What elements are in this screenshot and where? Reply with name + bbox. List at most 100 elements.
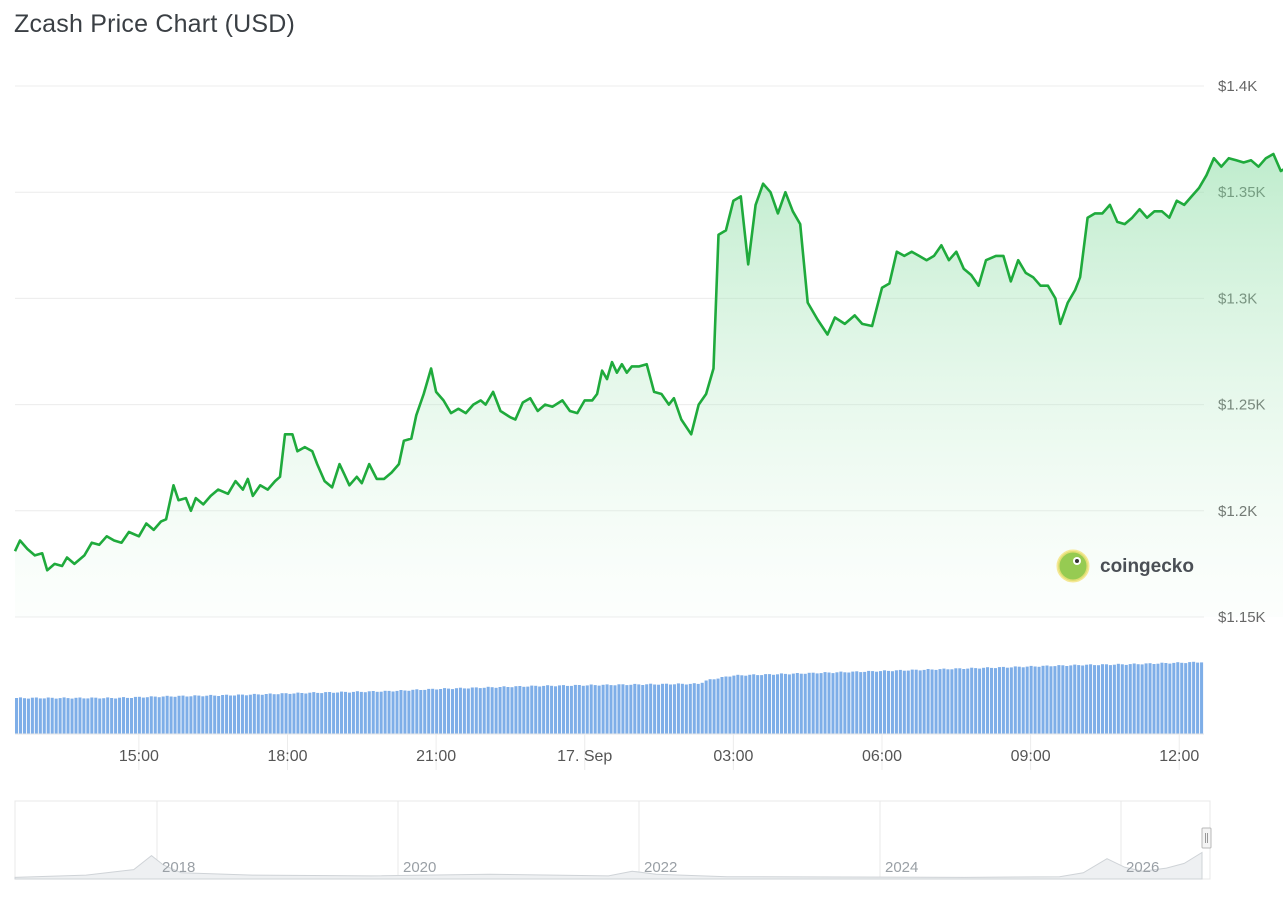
chart-title: Zcash Price Chart (USD)	[14, 10, 296, 38]
volume-bar	[966, 668, 970, 734]
volume-bar	[863, 671, 867, 734]
navigator-series	[14, 851, 1203, 880]
navigator-handle[interactable]	[1201, 827, 1212, 849]
volume-bar	[74, 697, 78, 734]
volume-bar	[522, 686, 526, 734]
volume-bar	[811, 672, 815, 734]
volume-bar	[383, 690, 387, 734]
volume-bar	[122, 697, 126, 734]
volume-bar	[42, 698, 46, 734]
volume-bar	[114, 698, 118, 734]
volume-bar	[744, 675, 748, 734]
volume-bar	[867, 670, 871, 734]
volume-bar	[129, 698, 133, 734]
volume-bar	[1096, 665, 1101, 734]
x-tick-label: 06:00	[862, 748, 902, 765]
volume-bar	[276, 694, 280, 734]
volume-bar	[470, 687, 474, 734]
volume-bar	[585, 685, 589, 734]
volume-bar	[906, 670, 910, 734]
volume-bar	[1085, 664, 1089, 734]
volume-bar	[173, 696, 177, 734]
volume-bar	[534, 685, 538, 734]
volume-bar	[561, 685, 565, 734]
volume-bar	[1077, 665, 1081, 734]
volume-bar	[716, 678, 720, 734]
volume-bar	[986, 667, 990, 734]
volume-bar	[1140, 664, 1144, 734]
volume-bar	[1132, 663, 1136, 734]
volume-bar	[573, 684, 577, 734]
volume-bar	[399, 690, 403, 734]
volume-bar	[177, 695, 181, 734]
navigator[interactable]: 2018 2020 2022 2024 2026	[14, 800, 1212, 880]
volume-bar	[229, 695, 233, 734]
volume-bar	[613, 685, 617, 734]
volume-bar	[336, 692, 340, 734]
volume-bar	[680, 683, 684, 734]
volume-bar	[343, 691, 348, 734]
volume-bar	[458, 687, 462, 734]
volume-bar	[328, 692, 332, 734]
volume-bar	[621, 684, 625, 734]
volume-bar	[914, 669, 918, 734]
volume-bar	[486, 686, 490, 734]
volume-bar	[970, 667, 974, 734]
volume-bar	[34, 697, 38, 734]
volume-bar	[26, 698, 30, 734]
volume-bar	[799, 673, 803, 734]
volume-bar	[403, 690, 407, 734]
volume-bar	[213, 695, 217, 734]
volume-bar	[672, 684, 676, 734]
volume-bar	[1013, 666, 1017, 734]
volume-bar	[359, 691, 363, 734]
volume-bar	[795, 673, 799, 734]
volume-bar	[363, 692, 367, 734]
volume-bar	[1093, 665, 1097, 734]
volume-bar	[280, 693, 284, 734]
volume-bar	[1037, 666, 1041, 734]
volume-bar	[902, 670, 906, 734]
volume-bar	[918, 670, 922, 734]
volume-bar	[542, 685, 546, 734]
volume-bar	[450, 689, 455, 734]
volume-bar	[696, 683, 700, 734]
navigator-year-label: 2026	[1126, 859, 1159, 876]
volume-bar	[736, 674, 740, 734]
volume-bar	[256, 694, 260, 734]
volume-bar	[54, 698, 58, 734]
volume-bar	[851, 671, 855, 734]
volume-bar	[518, 686, 522, 734]
volume-bar	[1065, 666, 1069, 734]
volume-bar	[922, 669, 926, 734]
volume-bar	[879, 671, 883, 734]
volume-bar	[431, 688, 435, 734]
volume-bar	[629, 684, 633, 734]
volume-bar	[375, 691, 379, 734]
volume-bar	[740, 675, 744, 734]
price-line[interactable]	[13, 120, 1283, 572]
volume-bar	[30, 697, 34, 734]
volume-bar	[934, 669, 938, 734]
volume-bar	[86, 698, 90, 734]
volume-bar	[443, 688, 447, 734]
volume-bar	[601, 684, 605, 734]
volume-bar	[748, 674, 752, 734]
volume-bar	[482, 687, 486, 734]
volume-bar	[708, 679, 712, 734]
volume-bar	[15, 698, 19, 734]
volume-bar	[633, 683, 637, 734]
volume-bar	[577, 685, 581, 734]
x-tick-label: 21:00	[416, 748, 456, 765]
volume-bar	[653, 684, 657, 734]
volume-bar	[22, 698, 26, 734]
volume-bar	[355, 691, 359, 734]
volume-bar	[827, 672, 831, 734]
volume-bar	[494, 687, 498, 734]
volume-bar	[550, 685, 554, 734]
volume-bar	[308, 692, 312, 734]
x-tick-label: 15:00	[119, 748, 159, 765]
volume-bar	[312, 692, 316, 734]
volume-bar	[106, 697, 110, 734]
